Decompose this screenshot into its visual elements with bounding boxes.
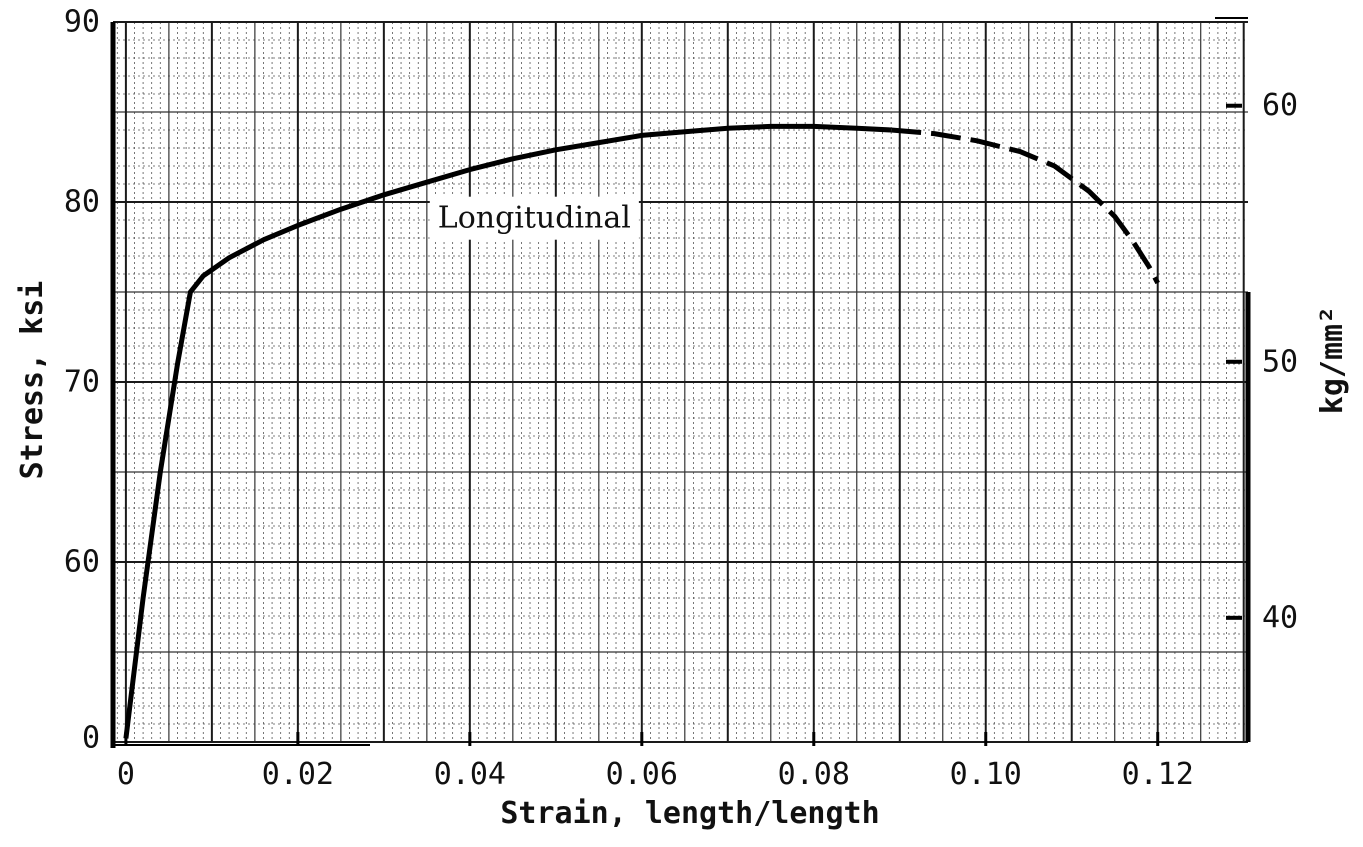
tick-labels: 0 0.02 0.04 0.06 0.08 0.10 0.12 0 60 70 80 90 40 50 60 <box>64 5 1298 793</box>
x-tick-label: 0.06 <box>606 757 678 792</box>
y2-tick-label: 50 <box>1262 344 1298 379</box>
x-tick-label: 0 <box>117 757 135 792</box>
x-tick-label: 0.04 <box>434 757 506 792</box>
series-label-background <box>429 196 639 240</box>
series-dashed-line <box>890 127 1160 285</box>
series-label-longitudinal: Longitudinal <box>438 201 631 236</box>
axes <box>110 17 1251 748</box>
x-tick-label: 0.02 <box>262 757 334 792</box>
data-curves <box>123 123 1160 739</box>
x-tick-label: 0.08 <box>778 757 850 792</box>
grid-major <box>113 21 1248 743</box>
y2-axis-title: kg/mm² <box>1315 306 1350 414</box>
x-axis-title: Strain, length/length <box>500 796 879 831</box>
series-line-longitudinal <box>123 123 892 739</box>
y-tick-label: 0 <box>82 721 100 756</box>
y2-tick-label: 40 <box>1262 600 1298 635</box>
y2-tick-label: 60 <box>1262 88 1298 123</box>
y-axis-title: Stress, ksi <box>15 281 50 480</box>
y-tick-label: 60 <box>64 545 100 580</box>
y-tick-label: 90 <box>64 5 100 40</box>
y-tick-label: 70 <box>64 365 100 400</box>
x-tick-label: 0.12 <box>1122 757 1194 792</box>
x-tick-label: 0.10 <box>950 757 1022 792</box>
y-tick-label: 80 <box>64 185 100 220</box>
